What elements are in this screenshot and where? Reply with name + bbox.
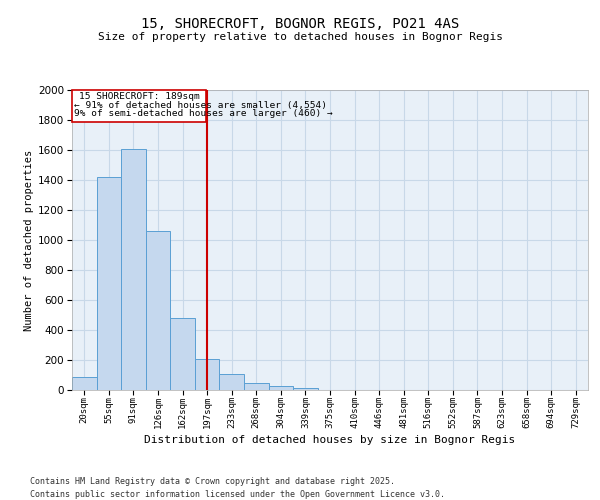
Text: ← 91% of detached houses are smaller (4,554): ← 91% of detached houses are smaller (4,… xyxy=(74,101,328,110)
Bar xyxy=(121,148,146,390)
Bar xyxy=(146,231,170,390)
Text: Size of property relative to detached houses in Bognor Regis: Size of property relative to detached ho… xyxy=(97,32,503,42)
Bar xyxy=(97,177,121,390)
FancyBboxPatch shape xyxy=(73,90,206,122)
Bar xyxy=(269,386,293,390)
Bar xyxy=(72,377,97,390)
Bar xyxy=(244,383,269,390)
Text: 15, SHORECROFT, BOGNOR REGIS, PO21 4AS: 15, SHORECROFT, BOGNOR REGIS, PO21 4AS xyxy=(141,18,459,32)
Text: Contains public sector information licensed under the Open Government Licence v3: Contains public sector information licen… xyxy=(30,490,445,499)
Bar xyxy=(170,318,195,390)
Y-axis label: Number of detached properties: Number of detached properties xyxy=(24,150,34,330)
Text: 15 SHORECROFT: 189sqm: 15 SHORECROFT: 189sqm xyxy=(79,92,200,101)
Text: 9% of semi-detached houses are larger (460) →: 9% of semi-detached houses are larger (4… xyxy=(74,110,333,118)
Bar xyxy=(293,388,318,390)
Text: Contains HM Land Registry data © Crown copyright and database right 2025.: Contains HM Land Registry data © Crown c… xyxy=(30,478,395,486)
X-axis label: Distribution of detached houses by size in Bognor Regis: Distribution of detached houses by size … xyxy=(145,436,515,446)
Bar xyxy=(220,374,244,390)
Bar xyxy=(195,359,220,390)
